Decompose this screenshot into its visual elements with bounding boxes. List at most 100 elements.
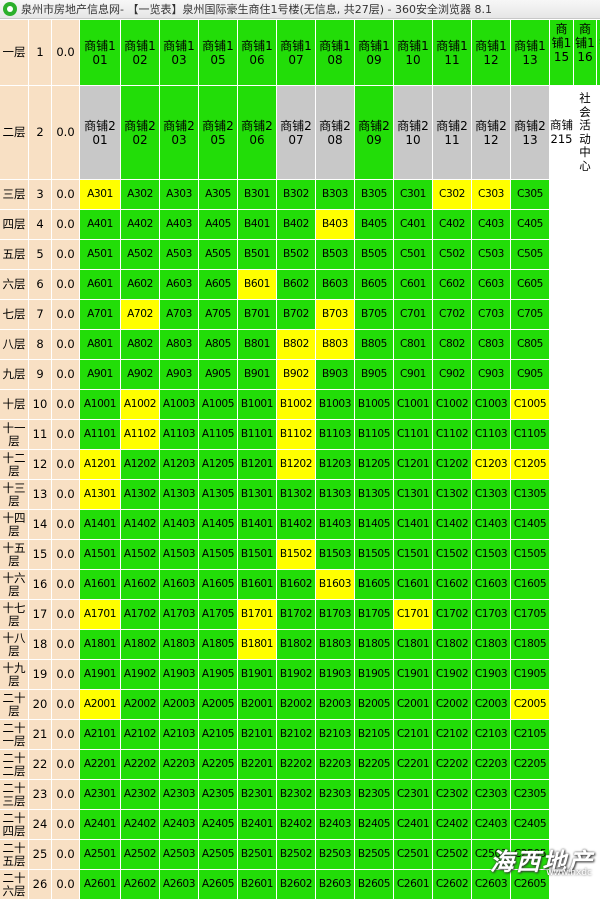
unit-cell[interactable]: B2602: [277, 870, 315, 899]
unit-cell[interactable]: B901: [238, 360, 276, 389]
unit-cell[interactable]: 商铺101: [80, 20, 120, 85]
unit-cell[interactable]: C403: [472, 210, 510, 239]
unit-cell[interactable]: A1802: [121, 630, 159, 659]
unit-cell[interactable]: B2201: [238, 750, 276, 779]
unit-cell[interactable]: C2302: [433, 780, 471, 809]
unit-cell[interactable]: A2602: [121, 870, 159, 899]
unit-cell[interactable]: A1605: [199, 570, 237, 599]
unit-cell[interactable]: B401: [238, 210, 276, 239]
unit-cell[interactable]: C2105: [511, 720, 549, 749]
unit-cell[interactable]: A1205: [199, 450, 237, 479]
unit-cell[interactable]: C402: [433, 210, 471, 239]
unit-cell[interactable]: A801: [80, 330, 120, 359]
unit-cell[interactable]: A1501: [80, 540, 120, 569]
unit-cell[interactable]: A2405: [199, 810, 237, 839]
unit-cell[interactable]: 商铺201: [80, 86, 120, 179]
unit-cell[interactable]: 商铺207: [277, 86, 315, 179]
unit-cell[interactable]: A805: [199, 330, 237, 359]
unit-cell[interactable]: A601: [80, 270, 120, 299]
unit-cell[interactable]: C2303: [472, 780, 510, 809]
unit-cell[interactable]: C1605: [511, 570, 549, 599]
unit-cell[interactable]: 商铺210: [394, 86, 432, 179]
unit-cell[interactable]: A2001: [80, 690, 120, 719]
unit-cell[interactable]: 商铺109: [355, 20, 393, 85]
unit-cell[interactable]: B2005: [355, 690, 393, 719]
unit-cell[interactable]: B902: [277, 360, 315, 389]
unit-cell[interactable]: A1905: [199, 660, 237, 689]
unit-cell[interactable]: B1705: [355, 600, 393, 629]
unit-cell[interactable]: B2502: [277, 840, 315, 869]
unit-cell[interactable]: C1305: [511, 480, 549, 509]
unit-cell[interactable]: A1901: [80, 660, 120, 689]
unit-cell[interactable]: B405: [355, 210, 393, 239]
unit-cell[interactable]: B1903: [316, 660, 354, 689]
unit-cell[interactable]: A1001: [80, 390, 120, 419]
unit-cell[interactable]: B1001: [238, 390, 276, 419]
unit-cell[interactable]: C803: [472, 330, 510, 359]
unit-cell[interactable]: A1005: [199, 390, 237, 419]
unit-cell[interactable]: A2301: [80, 780, 120, 809]
unit-cell[interactable]: B2001: [238, 690, 276, 719]
unit-cell[interactable]: A1503: [160, 540, 198, 569]
unit-cell[interactable]: B801: [238, 330, 276, 359]
unit-cell[interactable]: B1403: [316, 510, 354, 539]
unit-cell[interactable]: B1703: [316, 600, 354, 629]
unit-cell[interactable]: B303: [316, 180, 354, 209]
unit-cell[interactable]: A1603: [160, 570, 198, 599]
unit-cell[interactable]: A1705: [199, 600, 237, 629]
unit-cell[interactable]: C1002: [433, 390, 471, 419]
unit-cell[interactable]: C1205: [511, 450, 549, 479]
unit-cell[interactable]: B802: [277, 330, 315, 359]
unit-cell[interactable]: B1605: [355, 570, 393, 599]
unit-cell[interactable]: B705: [355, 300, 393, 329]
unit-cell[interactable]: A2305: [199, 780, 237, 809]
unit-cell[interactable]: A2005: [199, 690, 237, 719]
unit-cell[interactable]: B1102: [277, 420, 315, 449]
unit-cell[interactable]: B905: [355, 360, 393, 389]
unit-cell[interactable]: B1905: [355, 660, 393, 689]
unit-cell[interactable]: C901: [394, 360, 432, 389]
unit-cell[interactable]: C702: [433, 300, 471, 329]
unit-cell[interactable]: C301: [394, 180, 432, 209]
unit-cell[interactable]: B502: [277, 240, 315, 269]
unit-cell[interactable]: C2505: [511, 840, 549, 869]
unit-cell[interactable]: C1405: [511, 510, 549, 539]
unit-cell[interactable]: C1901: [394, 660, 432, 689]
unit-cell[interactable]: A1405: [199, 510, 237, 539]
unit-cell[interactable]: C1203: [472, 450, 510, 479]
unit-cell[interactable]: C2002: [433, 690, 471, 719]
unit-cell[interactable]: A1902: [121, 660, 159, 689]
unit-cell[interactable]: C2003: [472, 690, 510, 719]
unit-cell[interactable]: A405: [199, 210, 237, 239]
unit-cell[interactable]: B1103: [316, 420, 354, 449]
unit-cell[interactable]: C503: [472, 240, 510, 269]
unit-cell[interactable]: C1202: [433, 450, 471, 479]
unit-cell[interactable]: B1503: [316, 540, 354, 569]
unit-cell[interactable]: A1403: [160, 510, 198, 539]
unit-cell[interactable]: C705: [511, 300, 549, 329]
unit-cell[interactable]: 商铺112: [472, 20, 510, 85]
unit-cell[interactable]: A2102: [121, 720, 159, 749]
unit-cell[interactable]: C2403: [472, 810, 510, 839]
unit-cell[interactable]: B1802: [277, 630, 315, 659]
unit-cell[interactable]: B2002: [277, 690, 315, 719]
unit-cell[interactable]: A1305: [199, 480, 237, 509]
unit-cell[interactable]: C1802: [433, 630, 471, 659]
unit-cell[interactable]: 商铺205: [199, 86, 237, 179]
unit-cell[interactable]: C1705: [511, 600, 549, 629]
unit-cell[interactable]: C2603: [472, 870, 510, 899]
unit-cell[interactable]: 商铺202: [121, 86, 159, 179]
unit-cell[interactable]: A2302: [121, 780, 159, 809]
unit-cell[interactable]: C1102: [433, 420, 471, 449]
unit-cell[interactable]: B403: [316, 210, 354, 239]
unit-cell[interactable]: C802: [433, 330, 471, 359]
unit-cell[interactable]: A1701: [80, 600, 120, 629]
unit-cell[interactable]: B601: [238, 270, 276, 299]
unit-cell[interactable]: A1302: [121, 480, 159, 509]
unit-cell[interactable]: B1801: [238, 630, 276, 659]
unit-cell[interactable]: A1003: [160, 390, 198, 419]
unit-cell[interactable]: C2205: [511, 750, 549, 779]
unit-cell[interactable]: A402: [121, 210, 159, 239]
unit-cell[interactable]: B2301: [238, 780, 276, 809]
unit-cell[interactable]: B1402: [277, 510, 315, 539]
